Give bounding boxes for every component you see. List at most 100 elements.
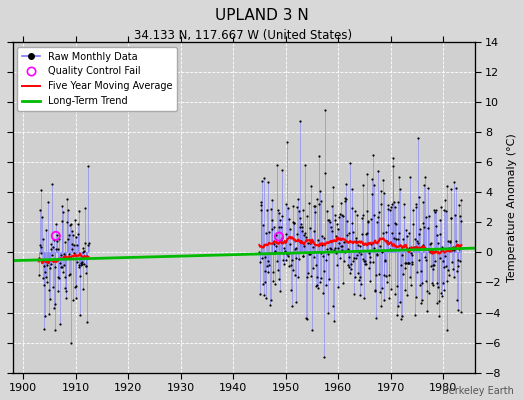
Point bbox=[448, 258, 456, 265]
Point bbox=[46, 296, 54, 302]
Point bbox=[84, 240, 93, 246]
Point bbox=[349, 229, 357, 235]
Point bbox=[381, 273, 390, 279]
Point bbox=[355, 274, 364, 280]
Point bbox=[69, 296, 78, 303]
Point bbox=[45, 286, 53, 293]
Point bbox=[442, 183, 451, 189]
Point bbox=[444, 244, 453, 251]
Point bbox=[296, 224, 304, 230]
Point bbox=[308, 327, 316, 334]
Point bbox=[399, 236, 407, 242]
Point bbox=[381, 257, 389, 264]
Point bbox=[441, 197, 450, 204]
Point bbox=[81, 240, 89, 246]
Point bbox=[267, 297, 275, 304]
Point bbox=[42, 227, 50, 234]
Point bbox=[396, 185, 404, 192]
Point bbox=[353, 212, 361, 218]
Point bbox=[415, 230, 423, 237]
Point bbox=[264, 269, 272, 275]
Point bbox=[387, 247, 396, 253]
Point bbox=[429, 266, 437, 272]
Point bbox=[397, 316, 405, 322]
Point bbox=[453, 306, 462, 313]
Point bbox=[47, 241, 55, 247]
Point bbox=[443, 327, 451, 334]
Point bbox=[434, 284, 442, 290]
Point bbox=[408, 261, 416, 268]
Point bbox=[258, 255, 266, 262]
Point bbox=[325, 217, 333, 223]
Point bbox=[321, 106, 329, 113]
Point bbox=[411, 294, 420, 300]
Point bbox=[404, 260, 412, 266]
Point bbox=[271, 248, 279, 254]
Point bbox=[389, 235, 398, 241]
Point bbox=[282, 251, 291, 257]
Point bbox=[432, 207, 440, 213]
Point bbox=[433, 232, 441, 238]
Point bbox=[457, 197, 466, 203]
Point bbox=[326, 224, 335, 230]
Text: Berkeley Earth: Berkeley Earth bbox=[442, 386, 514, 396]
Point bbox=[283, 138, 291, 145]
Point bbox=[38, 214, 46, 220]
Point bbox=[371, 286, 379, 293]
Point bbox=[382, 229, 390, 236]
Point bbox=[362, 208, 370, 214]
Point bbox=[269, 224, 278, 230]
Point bbox=[408, 258, 417, 265]
Point bbox=[450, 247, 458, 254]
Point bbox=[436, 204, 445, 210]
Point bbox=[278, 234, 287, 241]
Point bbox=[376, 303, 385, 309]
Point bbox=[309, 244, 317, 251]
Point bbox=[407, 252, 416, 259]
Point bbox=[347, 266, 355, 272]
Point bbox=[43, 279, 51, 286]
Point bbox=[430, 262, 438, 268]
Point bbox=[276, 288, 285, 294]
Point bbox=[331, 216, 339, 223]
Point bbox=[340, 258, 348, 264]
Point bbox=[272, 243, 280, 249]
Point bbox=[54, 274, 63, 280]
Point bbox=[70, 242, 79, 248]
Point bbox=[314, 237, 322, 243]
Point bbox=[434, 240, 442, 246]
Point bbox=[375, 209, 383, 215]
Point bbox=[411, 312, 419, 319]
Point bbox=[290, 272, 299, 279]
Point bbox=[294, 256, 303, 262]
Point bbox=[322, 257, 331, 263]
Point bbox=[330, 212, 339, 219]
Point bbox=[285, 249, 293, 256]
Point bbox=[446, 186, 455, 192]
Point bbox=[395, 230, 403, 236]
Point bbox=[282, 200, 291, 207]
Point bbox=[52, 246, 60, 253]
Point bbox=[379, 190, 388, 196]
Point bbox=[423, 308, 432, 314]
Point bbox=[298, 224, 306, 231]
Point bbox=[438, 244, 446, 250]
Point bbox=[255, 249, 264, 256]
Point bbox=[300, 243, 309, 249]
Point bbox=[386, 206, 394, 213]
Point bbox=[344, 246, 352, 252]
Point bbox=[423, 288, 431, 294]
Point bbox=[293, 231, 301, 238]
Point bbox=[412, 200, 421, 207]
Point bbox=[55, 236, 63, 242]
Point bbox=[332, 250, 341, 256]
Point bbox=[354, 242, 363, 249]
Point bbox=[410, 244, 418, 250]
Point bbox=[401, 260, 409, 266]
Point bbox=[379, 230, 387, 236]
Point bbox=[61, 285, 69, 291]
Point bbox=[332, 233, 340, 240]
Point bbox=[391, 203, 399, 210]
Point bbox=[287, 286, 296, 293]
Point bbox=[348, 205, 356, 212]
